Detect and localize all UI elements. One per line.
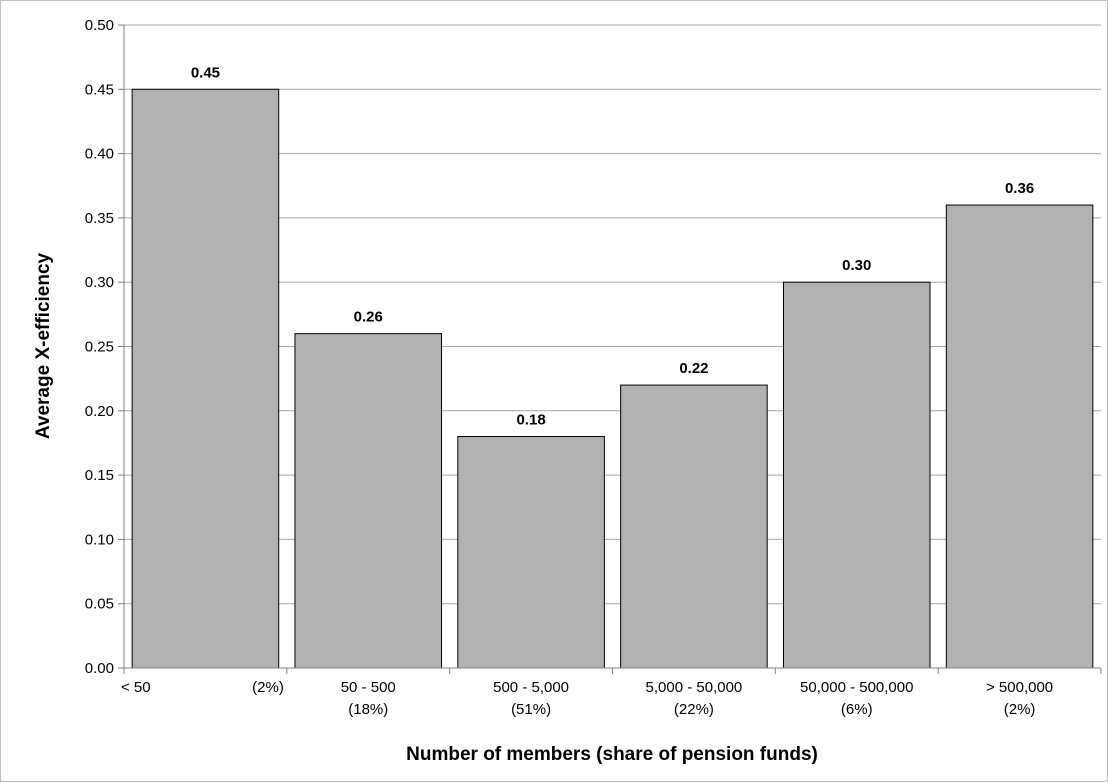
bar bbox=[620, 384, 768, 669]
x-tick-share: (6%) bbox=[841, 701, 873, 718]
labels: 0.00 0.05 0.10 0.15 0.20 0.25 0.30 0.35 0.40 0.45… bbox=[85, 17, 1053, 718]
bar bbox=[782, 281, 931, 669]
bar bbox=[457, 436, 605, 669]
y-tick-label: 0.05 bbox=[85, 596, 114, 613]
y-tick-label: 0.25 bbox=[85, 339, 114, 356]
y-tick-label: 0.45 bbox=[85, 81, 114, 98]
x-axis-title: Number of members (share of pension fund… bbox=[406, 744, 818, 765]
data-label: 0.36 bbox=[1005, 180, 1034, 197]
bar bbox=[294, 333, 443, 669]
x-tick-share: (18%) bbox=[348, 701, 388, 718]
y-tick-label: 0.40 bbox=[85, 146, 114, 163]
x-tick-label: 500 - 5,000 bbox=[493, 679, 569, 696]
y-tick-label: 0.30 bbox=[85, 274, 114, 291]
axes bbox=[118, 24, 1102, 674]
y-axis-title: Average X-efficiency bbox=[33, 252, 54, 439]
y-tick-label: 0.15 bbox=[85, 467, 114, 484]
data-label: 0.22 bbox=[679, 360, 708, 377]
x-tick-share: (22%) bbox=[674, 701, 714, 718]
data-label: 0.26 bbox=[354, 309, 383, 326]
y-tick-label: 0.00 bbox=[85, 660, 114, 677]
x-tick-label: 5,000 - 50,000 bbox=[646, 679, 743, 696]
x-tick-label: > 500,000 bbox=[986, 679, 1053, 696]
data-label: 0.30 bbox=[842, 257, 871, 274]
y-tick-label: 0.10 bbox=[85, 531, 114, 548]
bar bbox=[131, 88, 280, 669]
bars bbox=[131, 88, 1094, 669]
y-tick-label: 0.20 bbox=[85, 403, 114, 420]
data-label: 0.45 bbox=[191, 64, 220, 81]
gridlines bbox=[124, 24, 1101, 605]
y-tick-label: 0.50 bbox=[85, 17, 114, 34]
x-tick-share: (2%) bbox=[252, 679, 284, 696]
bar bbox=[945, 204, 1094, 669]
y-tick-label: 0.35 bbox=[85, 210, 114, 227]
x-tick-label: 50 - 500 bbox=[341, 679, 396, 696]
x-tick-label: 50,000 - 500,000 bbox=[800, 679, 913, 696]
x-tick-share: (51%) bbox=[511, 701, 551, 718]
x-tick-share: (2%) bbox=[1004, 701, 1036, 718]
data-label: 0.18 bbox=[516, 412, 545, 429]
x-tick-label: < 50 bbox=[121, 679, 151, 696]
